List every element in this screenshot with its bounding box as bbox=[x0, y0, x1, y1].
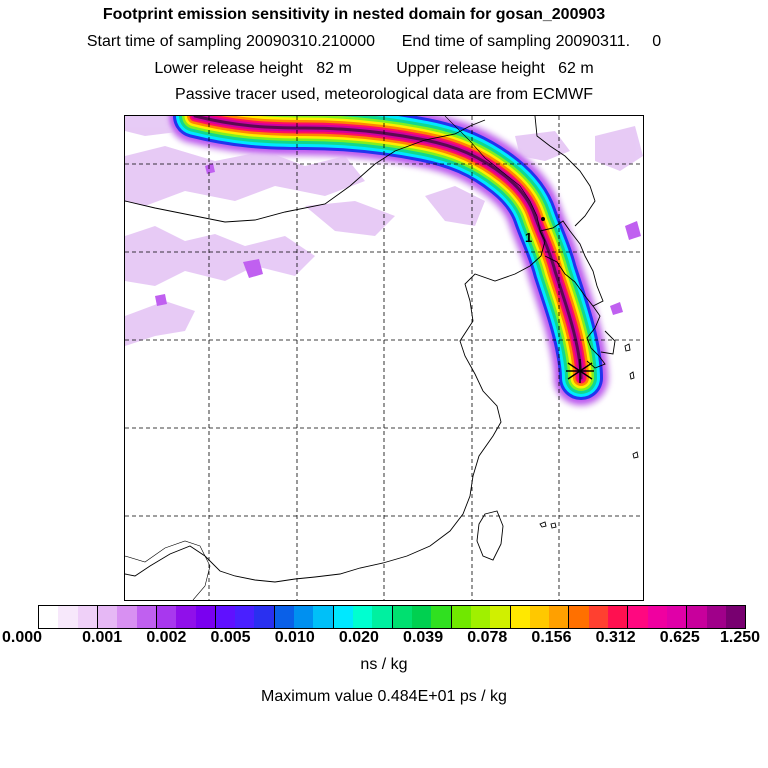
colorbar-cell bbox=[470, 606, 491, 628]
colorbar-tick-label: 0.000 bbox=[1, 629, 43, 646]
colorbar-cell bbox=[58, 606, 78, 628]
footprint-map: 1 bbox=[124, 115, 644, 601]
release-marker-label: 1 bbox=[525, 230, 532, 245]
colorbar-cell bbox=[117, 606, 137, 628]
tracer-info-line: Passive tracer used, meteorological data… bbox=[175, 86, 593, 103]
colorbar-cell bbox=[608, 606, 629, 628]
colorbar-cell bbox=[451, 606, 471, 628]
colorbar-unit: ns / kg bbox=[360, 656, 408, 673]
colorbar-tick-label: 0.010 bbox=[274, 629, 315, 646]
colorbar-cell bbox=[254, 606, 275, 628]
plot-title: Footprint emission sensitivity in nested… bbox=[102, 6, 606, 23]
colorbar-tick-label: 0.312 bbox=[595, 629, 636, 646]
colorbar-cell bbox=[97, 606, 118, 628]
colorbar-cell bbox=[588, 606, 609, 628]
colorbar-cell bbox=[510, 606, 530, 628]
colorbar-tick-label: 0.625 bbox=[659, 629, 700, 646]
colorbar-tick-label: 0.020 bbox=[338, 629, 379, 646]
colorbar-cell bbox=[353, 606, 373, 628]
colorbar-cell bbox=[333, 606, 353, 628]
colorbar-cell bbox=[39, 606, 59, 628]
colorbar-cell bbox=[372, 606, 393, 628]
colorbar-cell bbox=[294, 606, 314, 628]
colorbar-cell bbox=[176, 606, 196, 628]
colorbar-tick-label: 0.002 bbox=[146, 629, 187, 646]
colorbar-cell bbox=[392, 606, 412, 628]
colorbar-cell bbox=[195, 606, 216, 628]
colorbar-cell bbox=[156, 606, 177, 628]
colorbar-tick-label: 0.039 bbox=[403, 629, 444, 646]
colorbar-tick-label: 0.078 bbox=[467, 629, 508, 646]
colorbar-cell bbox=[529, 606, 550, 628]
maximum-value-label: Maximum value 0.484E+01 ps / kg bbox=[261, 688, 507, 705]
colorbar-cell bbox=[431, 606, 452, 628]
colorbar-cell bbox=[136, 606, 157, 628]
colorbar-cell bbox=[215, 606, 236, 628]
emission-plume bbox=[165, 116, 611, 408]
borders bbox=[125, 116, 541, 600]
release-marker-dot bbox=[541, 217, 545, 221]
colorbar-cell bbox=[313, 606, 334, 628]
sampling-time-line: Start time of sampling 20090310.210000 E… bbox=[86, 33, 662, 50]
low-sensitivity-patches bbox=[125, 116, 643, 346]
colorbar-cell bbox=[235, 606, 255, 628]
colorbar-cell bbox=[628, 606, 648, 628]
colorbar-tick-label: 0.156 bbox=[531, 629, 572, 646]
colorbar-cell bbox=[667, 606, 688, 628]
plume-band bbox=[193, 116, 583, 380]
colorbar-cell bbox=[490, 606, 511, 628]
receptor-star-icon bbox=[566, 359, 594, 383]
colorbar-cell bbox=[706, 606, 726, 628]
colorbar bbox=[38, 605, 746, 629]
release-height-line: Lower release height 82 m Upper release … bbox=[154, 60, 594, 77]
colorbar-cell bbox=[77, 606, 98, 628]
colorbar-cell bbox=[411, 606, 432, 628]
colorbar-tick-label: 1.250 bbox=[719, 629, 761, 646]
colorbar-cell bbox=[725, 606, 746, 628]
colorbar-tick-label: 0.001 bbox=[82, 629, 123, 646]
colorbar-tick-label: 0.005 bbox=[210, 629, 251, 646]
colorbar-cell bbox=[647, 606, 667, 628]
lat-lon-grid bbox=[125, 116, 643, 600]
colorbar-cell bbox=[569, 606, 589, 628]
colorbar-cell bbox=[549, 606, 570, 628]
colorbar-cell bbox=[687, 606, 707, 628]
colorbar-cell bbox=[274, 606, 295, 628]
